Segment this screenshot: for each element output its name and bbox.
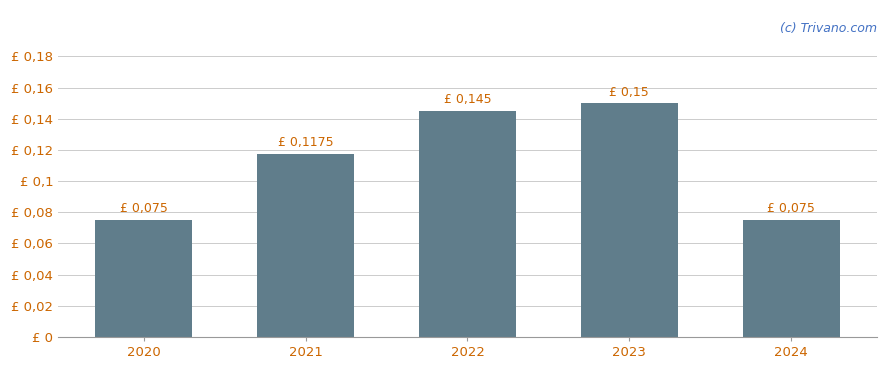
Bar <box>581 103 678 337</box>
Text: £ 0,15: £ 0,15 <box>609 85 649 98</box>
Bar <box>742 220 840 337</box>
Text: £ 0,145: £ 0,145 <box>444 93 491 106</box>
Text: £ 0,075: £ 0,075 <box>767 202 815 215</box>
Bar <box>95 220 193 337</box>
Text: £ 0,075: £ 0,075 <box>120 202 168 215</box>
Text: £ 0,1175: £ 0,1175 <box>278 136 334 149</box>
Bar <box>258 154 354 337</box>
Text: (c) Trivano.com: (c) Trivano.com <box>780 22 876 35</box>
Bar <box>419 111 516 337</box>
